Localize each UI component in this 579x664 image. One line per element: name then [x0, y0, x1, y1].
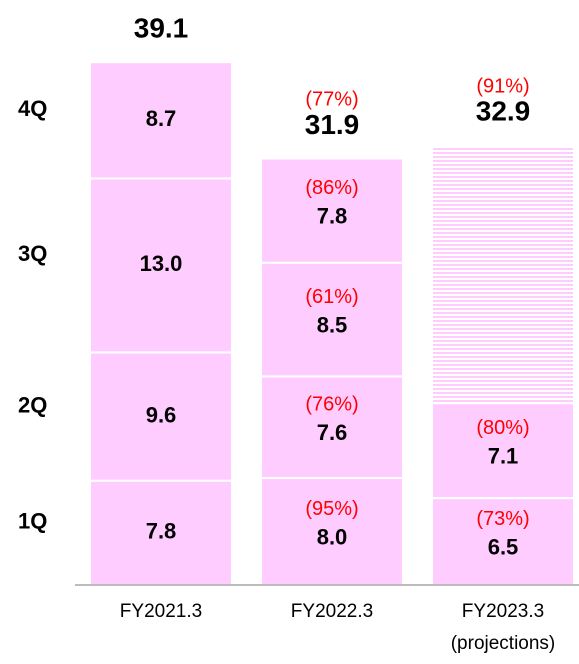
bar-segment: [89, 479, 233, 586]
ratio-label: (73%): [476, 508, 529, 530]
row-label: 4Q: [18, 96, 47, 121]
value-label: 8.5: [317, 312, 348, 337]
x-tick-label: (projections): [451, 633, 556, 654]
total-ratio-label: (77%): [305, 89, 358, 111]
x-tick-label: FY2021.3: [120, 601, 202, 622]
row-label: 2Q: [18, 392, 47, 417]
value-label: 9.6: [146, 402, 177, 427]
bar-segment: [260, 261, 404, 378]
ratio-label: (80%): [476, 417, 529, 439]
ratio-label: (95%): [305, 498, 358, 520]
value-label: 13.0: [140, 251, 183, 276]
bar-segment: [89, 61, 233, 180]
total-label: 32.9: [476, 95, 531, 126]
total-label: 31.9: [305, 109, 360, 140]
value-label: 7.8: [146, 519, 177, 544]
bar-segment: [260, 375, 404, 480]
x-tick-label: FY2022.3: [291, 601, 373, 622]
total-ratio-label: (91%): [476, 75, 529, 97]
value-label: 7.6: [317, 420, 348, 445]
value-label: 8.7: [146, 106, 177, 131]
value-label: 7.8: [317, 203, 348, 228]
total-label: 39.1: [134, 13, 189, 44]
x-tick-label: FY2023.3: [462, 601, 544, 622]
row-label: 1Q: [18, 509, 47, 534]
value-label: 7.1: [488, 443, 519, 468]
bar-segment: [89, 351, 233, 482]
value-label: 8.0: [317, 524, 348, 549]
ratio-label: (61%): [305, 286, 358, 308]
projection-segment: [431, 144, 575, 405]
bar-segment: [260, 157, 404, 264]
ratio-label: (86%): [305, 177, 358, 199]
ratio-label: (76%): [305, 393, 358, 415]
bar-segment: [431, 402, 575, 500]
row-label: 3Q: [18, 241, 47, 266]
value-label: 6.5: [488, 534, 519, 559]
